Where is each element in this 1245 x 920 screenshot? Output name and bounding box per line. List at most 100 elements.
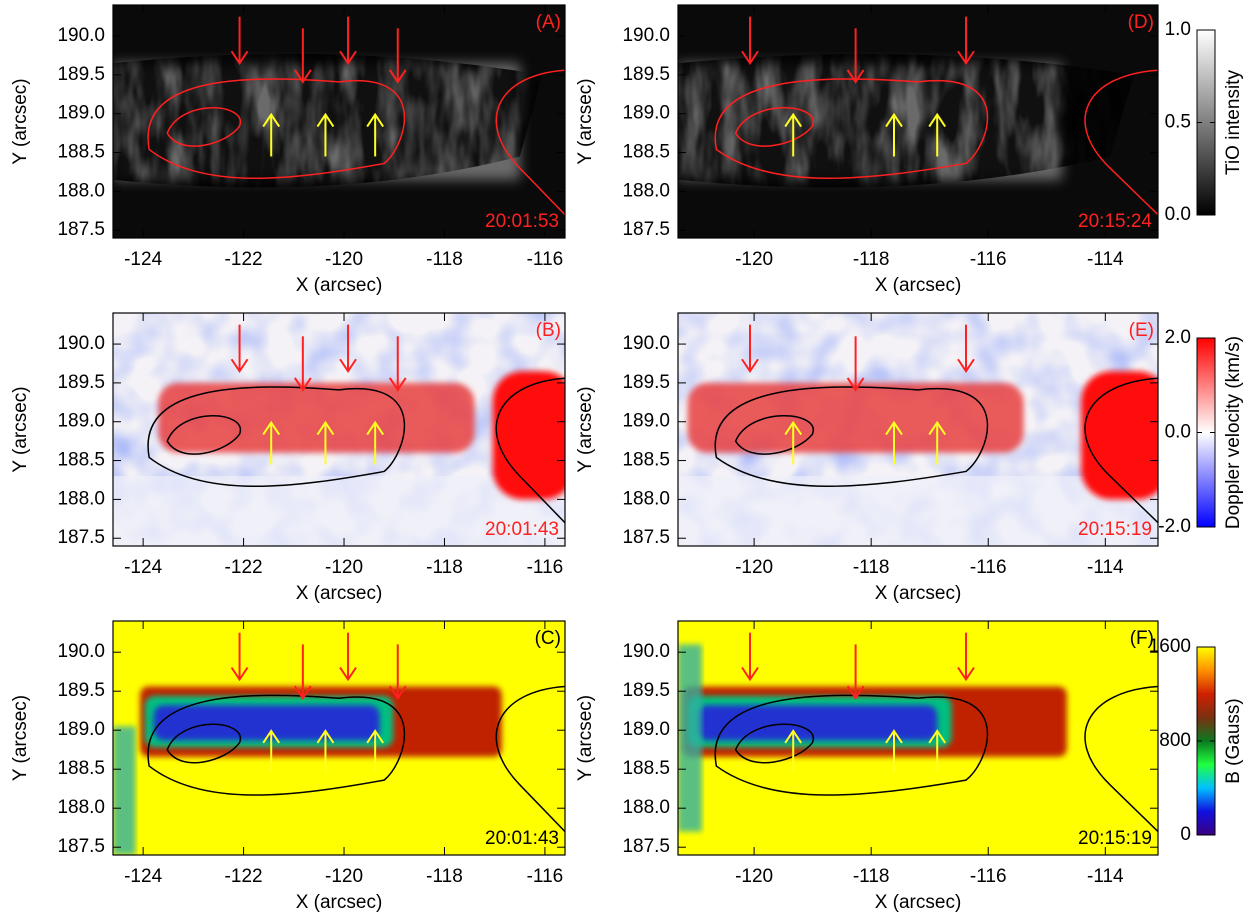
arrow-head: [339, 666, 357, 682]
y-tick-label: 190.0: [622, 333, 670, 354]
contour: [147, 694, 406, 796]
y-tick-label: 189.5: [622, 680, 670, 701]
colorbar-tick-label: 0.0: [1165, 422, 1191, 443]
y-tick-label: 189.0: [622, 103, 670, 124]
x-tick-label: -116: [527, 557, 564, 578]
timestamp: 20:01:53: [485, 211, 559, 232]
panel: -120 -118 -116 -114 190.0 189.5 189.0 188.5 188.…: [575, 312, 1159, 604]
arrow-head: [928, 112, 947, 128]
y-tick-label: 190.0: [57, 641, 105, 662]
x-tick-label: -118: [426, 557, 463, 578]
timestamp: 20:01:43: [485, 519, 559, 540]
arrow-head: [885, 729, 903, 744]
y-tick-label: 189.5: [622, 372, 670, 393]
timestamp: 20:15:19: [1078, 519, 1152, 540]
x-tick-label: -124: [124, 249, 162, 270]
x-axis-label: X (arcsec): [875, 275, 962, 296]
arrow-head: [230, 666, 249, 682]
colorbar: -2.0 0.0 2.0 Doppler velocity (km/s): [1158, 327, 1244, 537]
contour: [734, 415, 814, 455]
contour: [147, 386, 406, 488]
contour: [495, 685, 565, 833]
y-axis-label: Y (arcsec): [10, 386, 31, 472]
y-tick-label: 189.5: [57, 64, 105, 85]
image-map: [113, 621, 565, 855]
contour: [714, 78, 989, 180]
panel-frame: [677, 4, 1159, 239]
contour: [1084, 69, 1158, 216]
y-axis-label: Y (arcsec): [10, 695, 31, 781]
y-tick-label: 190.0: [622, 641, 670, 662]
y-tick-label: 187.5: [622, 527, 670, 548]
y-axis-label: Y (arcsec): [575, 695, 596, 781]
panel: -124 -122 -120 -118 -116 190.0 189.5 189.0 188.5…: [10, 312, 566, 604]
panel-frame: [112, 4, 566, 239]
colorbar-tick-label: 2.0: [1165, 327, 1191, 348]
arrow-head: [366, 420, 384, 436]
x-axis-label: X (arcsec): [296, 275, 383, 296]
colorbar-tick-label: -2.0: [1158, 516, 1191, 537]
y-tick-label: 188.0: [57, 180, 105, 201]
arrow-head: [262, 729, 281, 744]
y-tick-label: 188.5: [622, 142, 670, 163]
y-tick-label: 188.0: [57, 488, 105, 509]
contour: [1084, 685, 1158, 833]
arrow-head: [366, 112, 384, 128]
y-tick-label: 187.5: [57, 527, 105, 548]
arrow-head: [846, 685, 865, 701]
y-tick-label: 188.0: [622, 797, 670, 818]
arrow-head: [928, 729, 947, 744]
x-tick-label: -122: [225, 557, 263, 578]
x-tick-label: -120: [325, 866, 363, 887]
colorbar-label: Doppler velocity (km/s): [1223, 336, 1244, 529]
arrow-head: [230, 50, 249, 66]
arrow-head: [230, 358, 249, 374]
arrow-head: [388, 69, 407, 84]
panel-label: (D): [1128, 12, 1154, 33]
y-tick-label: 189.0: [57, 411, 105, 432]
y-axis-label: Y (arcsec): [10, 78, 31, 164]
arrow-head: [262, 420, 281, 436]
panel: -124 -122 -120 -118 -116 190.0 189.5 189.0 188.5…: [10, 620, 566, 913]
y-tick-label: 189.0: [57, 103, 105, 124]
arrow-head: [928, 420, 947, 436]
image-region: [113, 726, 136, 855]
colorbar-tick-label: 1600: [1149, 636, 1191, 657]
image-region: [697, 705, 938, 741]
panel-label: (F): [1130, 628, 1154, 649]
image-region: [678, 476, 1158, 546]
arrow-head: [294, 69, 312, 84]
arrow-head: [846, 377, 865, 392]
y-tick-label: 188.0: [622, 180, 670, 201]
colorbar-tick-label: 1.0: [1165, 19, 1191, 40]
x-axis-label: X (arcsec): [875, 892, 962, 913]
image-region: [492, 371, 565, 500]
colorbar: 0 800 1600 B (Gauss): [1149, 636, 1244, 845]
arrow-head: [784, 729, 803, 744]
y-tick-label: 187.5: [57, 219, 105, 240]
arrow-head: [957, 50, 975, 66]
y-tick-label: 189.0: [57, 719, 105, 740]
x-tick-label: -116: [527, 249, 564, 270]
contour: [714, 386, 989, 488]
x-tick-label: -116: [970, 557, 1007, 578]
panel-label: (E): [1129, 320, 1154, 341]
contour: [166, 415, 242, 455]
timestamp: 20:15:19: [1078, 828, 1152, 849]
timestamp: 20:15:24: [1078, 211, 1152, 232]
contour: [166, 107, 242, 147]
x-tick-label: -114: [1087, 866, 1124, 887]
panel: -120 -118 -116 -114 190.0 189.5 189.0 188.5 188.…: [575, 620, 1159, 913]
contour: [1084, 377, 1158, 524]
image-map: [113, 5, 565, 238]
contour: [734, 107, 814, 147]
arrow-head: [316, 112, 335, 128]
x-tick-label: -120: [735, 557, 773, 578]
contour: [166, 723, 242, 764]
image-region: [678, 53, 1134, 188]
panel: -124 -122 -120 -118 -116 190.0 189.5 189.0 188.5…: [10, 4, 566, 296]
colorbar-label: B (Gauss): [1223, 698, 1244, 784]
x-tick-label: -116: [970, 249, 1007, 270]
y-tick-label: 190.0: [622, 25, 670, 46]
